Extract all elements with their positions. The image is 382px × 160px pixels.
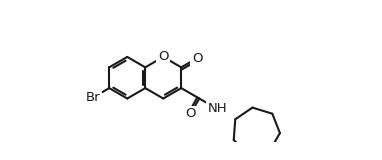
Text: O: O [185, 107, 196, 120]
Text: Br: Br [85, 91, 100, 104]
Text: O: O [192, 52, 202, 65]
Text: NH: NH [207, 102, 227, 115]
Text: O: O [158, 50, 168, 63]
